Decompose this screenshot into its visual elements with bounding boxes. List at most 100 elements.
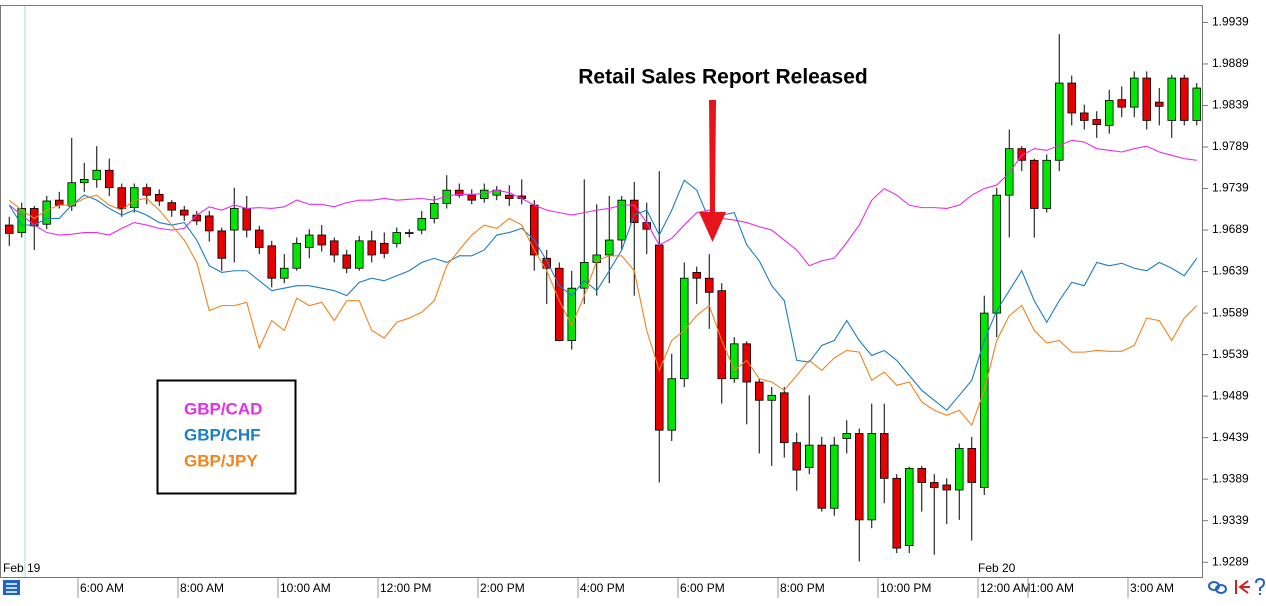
- y-tick-label: 1.9489: [1212, 388, 1249, 402]
- candle-body: [867, 433, 877, 521]
- y-tick-label: 1.9689: [1212, 222, 1249, 236]
- marks: [4, 34, 1202, 562]
- y-tick-label: 1.9389: [1212, 471, 1249, 485]
- candle-body: [404, 232, 414, 234]
- candle-body: [204, 215, 214, 232]
- y-tick-label: 1.9339: [1212, 513, 1249, 527]
- candle-body: [104, 169, 114, 189]
- candle-body: [1129, 77, 1139, 108]
- candle-body: [354, 240, 364, 269]
- x-tick-label: 8:00 AM: [180, 581, 224, 595]
- candle-body: [479, 189, 489, 199]
- candle-body: [279, 267, 289, 279]
- candle-body: [317, 234, 327, 246]
- candle-body: [29, 208, 39, 227]
- candle-body: [267, 245, 277, 279]
- series-line: [8, 179, 1198, 412]
- candle-body: [504, 194, 514, 199]
- candle-body: [779, 392, 789, 444]
- candle-body: [217, 230, 227, 259]
- candle-body: [379, 242, 389, 254]
- annotation: Retail Sales Report Released: [578, 66, 867, 89]
- candle-body: [767, 394, 777, 401]
- date-label: Feb 20: [978, 561, 1016, 575]
- candle-body: [17, 208, 27, 233]
- candle-body: [842, 433, 852, 439]
- candle-body: [617, 199, 627, 241]
- overlay: Retail Sales Report Released GBP/CAD GBP/…: [156, 66, 868, 495]
- x-tick-label: 6:00 AM: [80, 581, 124, 595]
- candle-body: [667, 378, 677, 431]
- x-tick-label: 10:00 PM: [880, 581, 931, 595]
- candle-body: [467, 194, 477, 201]
- candle-body: [954, 448, 964, 491]
- candle-body: [679, 277, 689, 380]
- candle-body: [717, 290, 727, 380]
- candle-body: [117, 187, 127, 209]
- candle-body: [567, 287, 577, 341]
- candle-body: [454, 189, 464, 196]
- plot-frame: [0, 5, 1203, 578]
- candle-body: [92, 169, 102, 180]
- candle-body: [917, 467, 927, 483]
- series-line: [8, 194, 1198, 427]
- legend-entry: GBP/CHF: [184, 425, 261, 444]
- candle-body: [879, 433, 889, 479]
- y-tick-label: 1.9889: [1212, 56, 1249, 70]
- candle-body: [429, 203, 439, 219]
- y-tick-label: 1.9539: [1212, 347, 1249, 361]
- candle-body: [129, 187, 139, 209]
- candle-body: [967, 448, 977, 483]
- candle-body: [1042, 159, 1052, 209]
- candle-body: [579, 262, 589, 289]
- candle-body: [704, 277, 714, 293]
- candle-body: [79, 178, 89, 184]
- y-tick-label: 1.9639: [1212, 264, 1249, 278]
- candle-body: [892, 477, 902, 549]
- candle-body: [1154, 101, 1164, 107]
- candle-body: [554, 267, 564, 341]
- y-tick-label: 1.9289: [1212, 554, 1249, 568]
- candle-body: [417, 218, 427, 231]
- candle-body: [817, 444, 827, 509]
- back-icon[interactable]: [1235, 580, 1250, 594]
- candle-body: [1017, 148, 1027, 161]
- candle-body: [854, 433, 864, 521]
- x-tick-label: 4:00 PM: [580, 581, 625, 595]
- annotation-arrow: [699, 100, 726, 242]
- candle-body: [1067, 82, 1077, 114]
- candle-body: [42, 200, 52, 225]
- toolbar-icons: [3, 577, 1266, 595]
- candle-body: [929, 482, 939, 488]
- candle-body: [654, 244, 664, 431]
- candle-body: [242, 208, 252, 231]
- legend-entry: GBP/JPY: [184, 451, 258, 470]
- candle-body: [179, 209, 189, 216]
- candle-body: [992, 194, 1002, 314]
- x-tick-label: 8:00 PM: [780, 581, 825, 595]
- candle-body: [229, 208, 239, 231]
- series-line: [8, 139, 1197, 267]
- link-icon: [1215, 584, 1227, 594]
- y-tick-label: 1.9839: [1212, 98, 1249, 112]
- candle-body: [529, 204, 539, 256]
- candle-body: [392, 232, 402, 244]
- help-icon[interactable]: [1255, 577, 1266, 595]
- x-tick-label: 12:00 AM: [980, 581, 1031, 595]
- candle-body: [729, 343, 739, 380]
- candle-body: [1192, 87, 1202, 121]
- candle-body: [1054, 82, 1064, 161]
- x-tick-label: 2:00 PM: [480, 581, 525, 595]
- legend-box: [156, 379, 297, 495]
- candle-body: [1167, 77, 1177, 121]
- x-tick-label: 12:00 PM: [380, 581, 431, 595]
- candle-body: [1029, 159, 1039, 209]
- candle-body: [1079, 112, 1089, 121]
- candle-body: [329, 240, 339, 256]
- candle-body: [1092, 119, 1102, 125]
- x-tick-label: 10:00 AM: [280, 581, 331, 595]
- candle-body: [1142, 77, 1152, 121]
- legend-entry: GBP/CAD: [184, 399, 262, 418]
